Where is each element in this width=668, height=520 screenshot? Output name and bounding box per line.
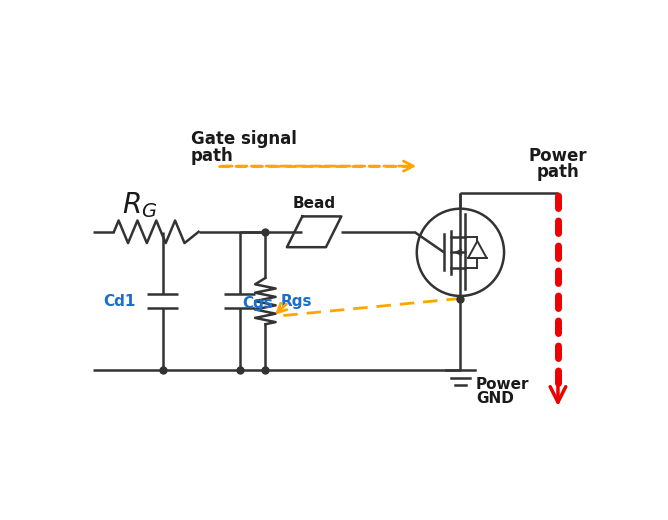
Text: Gate signal: Gate signal xyxy=(191,131,297,148)
Text: Bead: Bead xyxy=(293,196,336,211)
Text: Rgs: Rgs xyxy=(281,294,312,308)
Text: path: path xyxy=(191,147,234,165)
Text: Cd1: Cd1 xyxy=(104,294,136,308)
Text: Cgs: Cgs xyxy=(242,296,273,311)
Text: $R_G$: $R_G$ xyxy=(122,190,157,220)
Text: Power: Power xyxy=(528,147,587,165)
Text: GND: GND xyxy=(476,391,514,406)
Text: Power: Power xyxy=(476,378,529,392)
Text: path: path xyxy=(536,163,579,181)
